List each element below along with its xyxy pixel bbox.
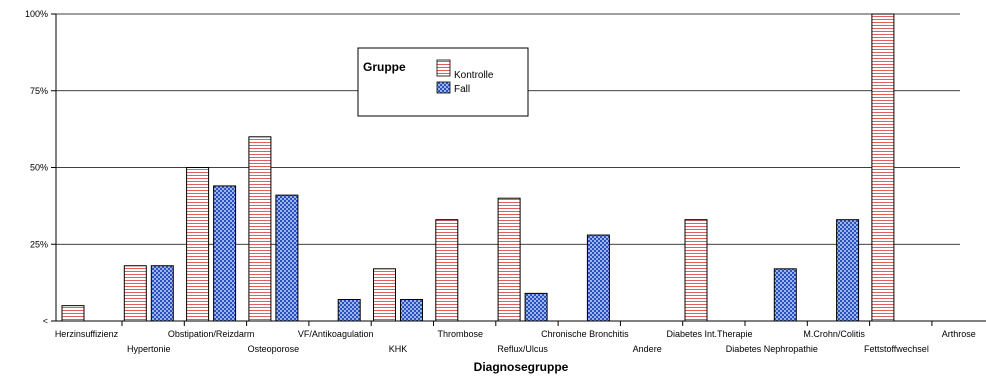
y-tick-label: 50% xyxy=(30,163,48,173)
x-category-label: Hypertonie xyxy=(127,344,171,354)
legend: Gruppe Kontrolle Fall xyxy=(357,47,529,117)
bar-fall-5 xyxy=(337,299,361,322)
x-category-label: Diabetes Nephropathie xyxy=(726,344,818,354)
bar-fall-4 xyxy=(275,194,299,322)
bars xyxy=(61,13,895,322)
x-category-label: Arthrose xyxy=(942,329,976,339)
x-category-label: KHK xyxy=(389,344,408,354)
y-tick-label: 25% xyxy=(30,239,48,249)
x-category-label: Thrombose xyxy=(438,329,484,339)
legend-swatch-kontrolle xyxy=(436,59,451,77)
y-tick-label: 75% xyxy=(30,86,48,96)
bar-kontrolle-8 xyxy=(497,197,521,322)
legend-title: Gruppe xyxy=(363,60,406,74)
x-category-label: Obstipation/Reizdarm xyxy=(168,329,255,339)
bar-fall-6 xyxy=(400,299,423,322)
bar-fall-12 xyxy=(773,268,797,322)
x-category-label: Fettstoffwechsel xyxy=(864,344,929,354)
bar-fall-13 xyxy=(836,219,860,322)
legend-swatch-fall xyxy=(436,81,451,94)
x-category-label: Andere xyxy=(633,344,662,354)
legend-label-kontrolle: Kontrolle xyxy=(454,70,494,81)
bar-fall-8 xyxy=(524,292,548,322)
bar-kontrolle-3 xyxy=(186,167,210,322)
axes xyxy=(51,13,986,326)
bar-fall-3 xyxy=(213,185,237,322)
x-category-label: VF/Antikoagulation xyxy=(298,329,374,339)
bar-kontrolle-14 xyxy=(871,13,895,322)
x-category-label: Chronische Bronchitis xyxy=(541,329,629,339)
bar-kontrolle-1 xyxy=(61,305,85,322)
x-category-label: Diabetes Int.Therapie xyxy=(666,329,752,339)
x-axis-title: Diagnosegruppe xyxy=(474,360,569,374)
x-category-label: Herzinsuffizienz xyxy=(55,329,119,339)
x-category-label: Osteoporose xyxy=(248,344,300,354)
x-category-label: Reflux/Ulcus xyxy=(497,344,548,354)
bar-kontrolle-4 xyxy=(248,136,272,322)
bar-kontrolle-11 xyxy=(684,219,708,322)
bar-kontrolle-7 xyxy=(435,219,459,322)
legend-label-fall: Fall xyxy=(454,84,470,95)
bar-kontrolle-6 xyxy=(373,268,396,322)
y-tick-label: 100% xyxy=(25,9,48,19)
bar-kontrolle-2 xyxy=(123,265,147,322)
bar-fall-2 xyxy=(150,265,174,322)
x-category-label: M.Crohn/Colitis xyxy=(803,329,865,339)
bar-fall-9 xyxy=(586,234,610,322)
y-tick-label: < xyxy=(43,316,48,326)
labels: <25% 50% 75% 100% Herzinsuffizienz Hypertonie… xyxy=(25,9,976,354)
